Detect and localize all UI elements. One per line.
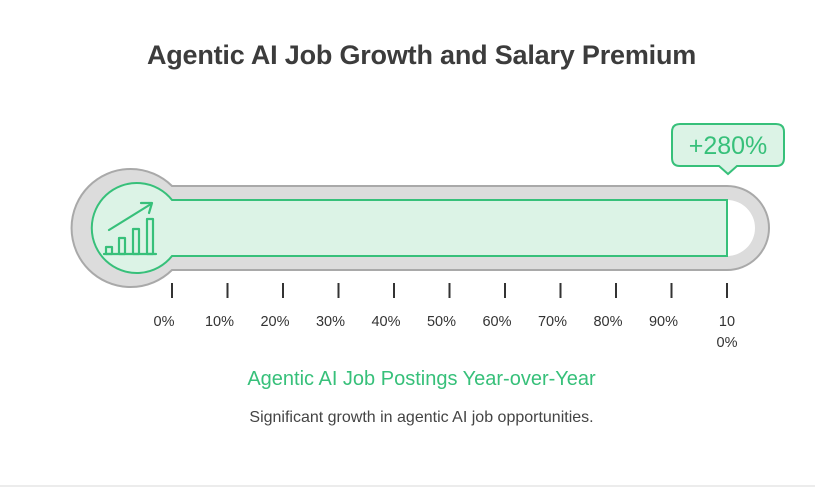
tick-label: 70% [537, 314, 568, 330]
value-callout-label: +280% [689, 132, 768, 160]
tick-label: 50% [426, 314, 457, 330]
tick-label: 40% [371, 314, 401, 330]
tick-label: 80% [593, 314, 623, 330]
value-callout: +280% [671, 123, 785, 176]
gauge-fill-bar [90, 182, 728, 274]
tick-label: 30% [315, 314, 346, 330]
tick-label: 0% [153, 314, 175, 330]
tick-label: 100% [716, 314, 738, 351]
growth-bar-chart-icon [102, 201, 158, 256]
tick-label: 60% [482, 314, 512, 330]
bottom-divider [0, 485, 815, 487]
tick-label: 90% [648, 314, 679, 330]
chart-subtitle: Significant growth in agentic AI job opp… [249, 409, 594, 426]
chart-title: Agentic AI Job Growth and Salary Premium [146, 40, 697, 70]
series-name: Agentic AI Job Postings Year-over-Year [247, 368, 596, 390]
tick-label: 10% [204, 314, 235, 330]
tick-label: 20% [260, 314, 290, 330]
tick-marks [171, 283, 728, 298]
